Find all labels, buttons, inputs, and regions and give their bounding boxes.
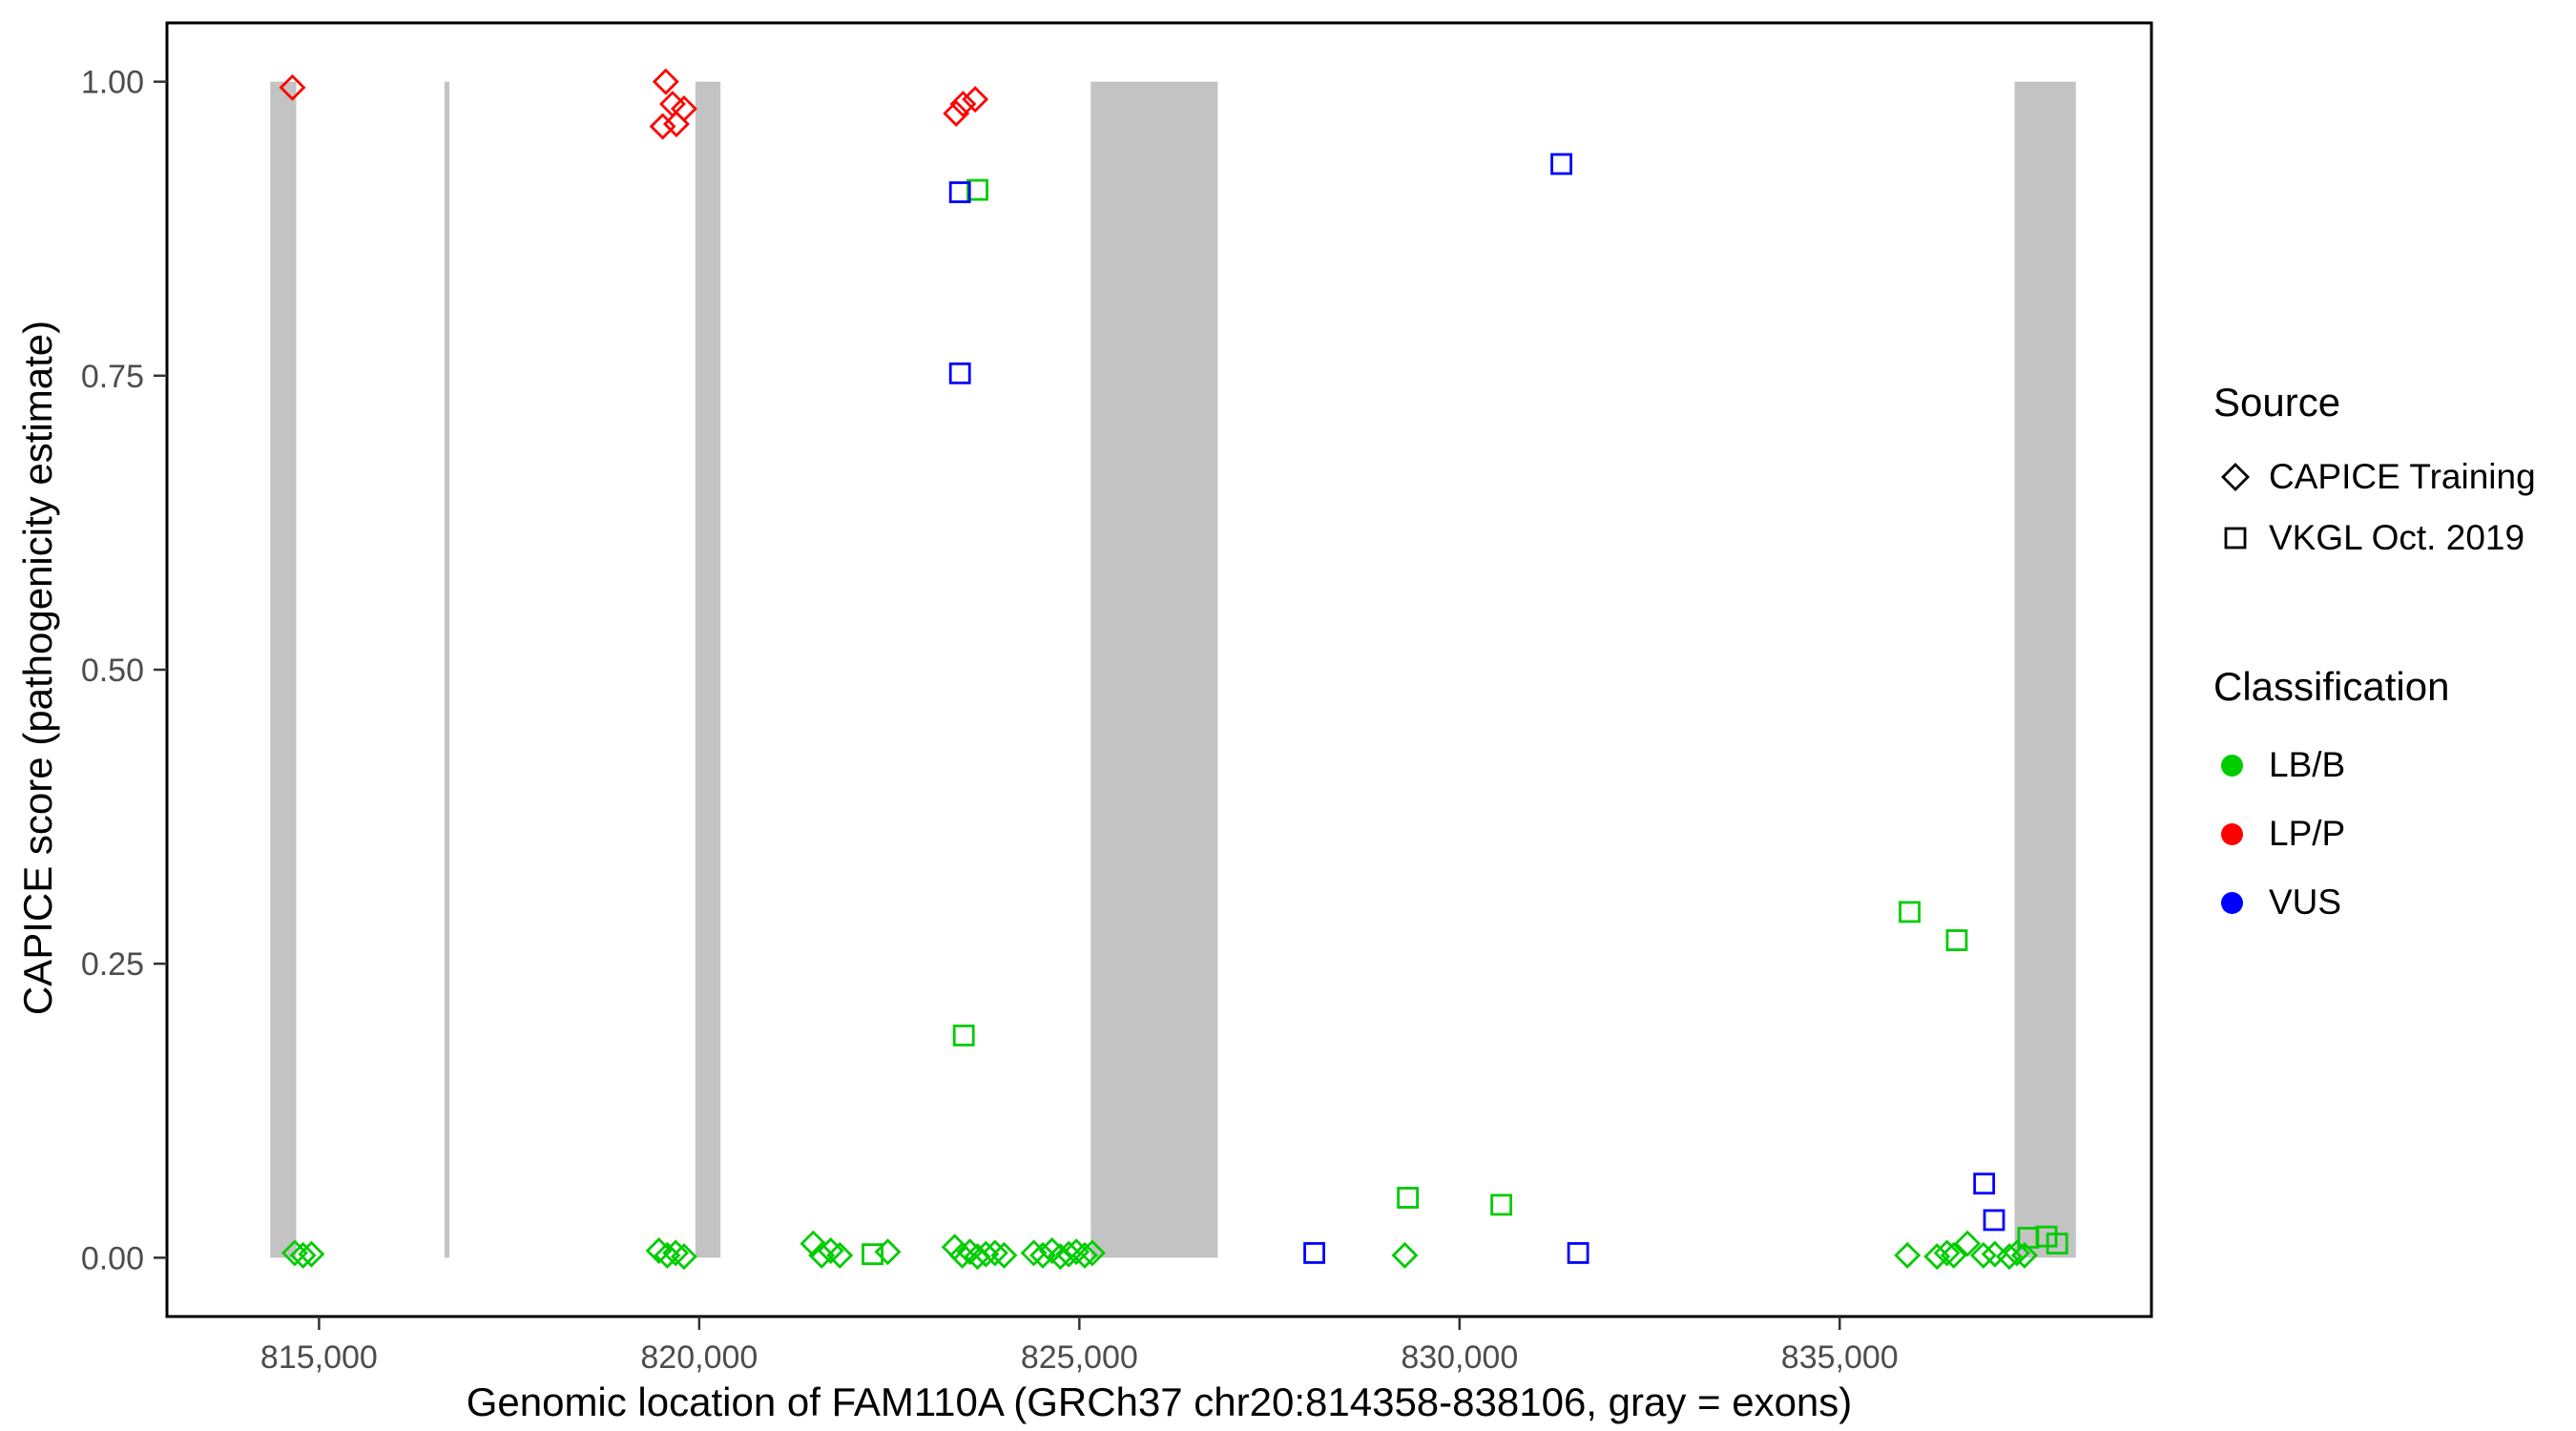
data-point-square (1945, 929, 1968, 951)
data-point-square (1550, 153, 1572, 176)
data-point-diamond (1063, 1238, 1091, 1266)
data-point-diamond (826, 1241, 854, 1269)
x-tick-label: 835,000 (1781, 1339, 1899, 1376)
data-point-diamond (1070, 1241, 1098, 1269)
data-point-square (966, 178, 988, 201)
data-point-diamond (2003, 1239, 2030, 1267)
data-point-square (1973, 1172, 1996, 1195)
data-point-square (1983, 1209, 2005, 1232)
data-point-diamond (874, 1238, 902, 1266)
legend-item-lpp: LP/P (2213, 799, 2536, 868)
data-point-square (1490, 1193, 1513, 1216)
data-point-diamond (645, 1236, 673, 1264)
data-point-diamond (670, 95, 697, 122)
square-icon (2213, 516, 2261, 560)
data-point-diamond (1923, 1243, 1951, 1271)
legend-item-capice-training: CAPICE Training (2213, 446, 2536, 508)
y-axis-title: CAPICE score (pathogenicity estimate) (15, 320, 60, 1016)
data-point-diamond (670, 1243, 697, 1271)
data-point-square (948, 181, 971, 203)
y-tick-label: 0.25 (81, 946, 144, 983)
data-point-square (1567, 1242, 1589, 1264)
legend-label-vus: VUS (2269, 882, 2342, 922)
exon-region (1091, 81, 1218, 1258)
data-point-square (948, 362, 971, 384)
diamond-icon (2213, 455, 2261, 499)
data-point-diamond (298, 1240, 325, 1268)
x-tick-label: 830,000 (1401, 1339, 1518, 1376)
exon-region (2014, 81, 2076, 1258)
data-point-diamond (949, 91, 977, 118)
exon-region (695, 81, 721, 1258)
data-point-diamond (962, 86, 989, 114)
data-point-diamond (808, 1241, 836, 1269)
y-tick-label: 1.00 (81, 65, 144, 101)
x-tick-label: 815,000 (260, 1339, 378, 1376)
data-point-diamond (1078, 1239, 1106, 1267)
exon-region (270, 81, 297, 1258)
y-tick-label: 0.75 (81, 359, 144, 395)
data-point-diamond (1969, 1241, 1997, 1269)
data-point-diamond (1940, 1241, 1967, 1269)
data-point-diamond (817, 1236, 844, 1264)
data-point-diamond (981, 1239, 1008, 1267)
data-point-square (1899, 901, 1921, 923)
y-tick-label: 0.50 (81, 653, 144, 689)
data-point-diamond (1391, 1241, 1419, 1269)
data-point-diamond (956, 1238, 984, 1266)
data-point-diamond (649, 113, 676, 140)
data-point-diamond (280, 1239, 308, 1267)
data-point-diamond (1995, 1243, 2023, 1271)
data-point-diamond (1047, 1243, 1074, 1271)
data-point-square (952, 1024, 975, 1047)
data-point-diamond (1029, 1241, 1057, 1269)
exon-region (444, 81, 450, 1258)
x-axis-title: Genomic location of FAM110A (GRCh37 chr2… (466, 1379, 1853, 1424)
legend: Source CAPICE Training VKGL Oct. 2019 Cl… (2213, 380, 2536, 937)
data-point-square (2046, 1233, 2068, 1255)
x-tick-label: 820,000 (640, 1339, 758, 1376)
legend-item-vkgl: VKGL Oct. 2019 (2213, 508, 2536, 569)
data-point-diamond (662, 1239, 690, 1267)
data-point-diamond (279, 73, 306, 101)
data-point-diamond (1894, 1241, 1922, 1269)
data-point-diamond (943, 99, 970, 127)
legend-classification-title: Classification (2213, 664, 2450, 709)
data-point-diamond (1933, 1239, 1961, 1267)
data-point-diamond (289, 1241, 317, 1269)
x-tick-label: 825,000 (1021, 1339, 1138, 1376)
data-point-diamond (972, 1240, 1000, 1268)
data-point-square (862, 1243, 883, 1266)
legend-source-title: Source (2213, 380, 2341, 425)
legend-item-lbb: LB/B (2213, 731, 2536, 799)
data-point-diamond (1020, 1239, 1048, 1267)
data-point-square (1303, 1242, 1325, 1264)
data-point-diamond (662, 111, 690, 137)
legend-label-capice-training: CAPICE Training (2269, 457, 2536, 496)
data-point-square (1397, 1187, 1419, 1209)
legend-item-vus: VUS (2213, 868, 2536, 937)
lbb-color-dot-icon (2213, 754, 2261, 777)
legend-label-vkgl: VKGL Oct. 2019 (2269, 518, 2525, 557)
lpp-color-dot-icon (2213, 822, 2261, 845)
data-point-diamond (658, 91, 686, 118)
legend-label-lbb: LB/B (2269, 745, 2346, 784)
vus-color-dot-icon (2213, 891, 2261, 914)
data-point-diamond (1954, 1230, 1982, 1257)
legend-label-lpp: LP/P (2269, 814, 2346, 853)
data-point-diamond (652, 68, 679, 95)
y-tick-label: 0.00 (81, 1240, 144, 1276)
data-point-diamond (1038, 1236, 1066, 1264)
data-point-diamond (990, 1241, 1018, 1269)
data-point-diamond (654, 1241, 681, 1269)
legend-spacer (2213, 569, 2536, 664)
